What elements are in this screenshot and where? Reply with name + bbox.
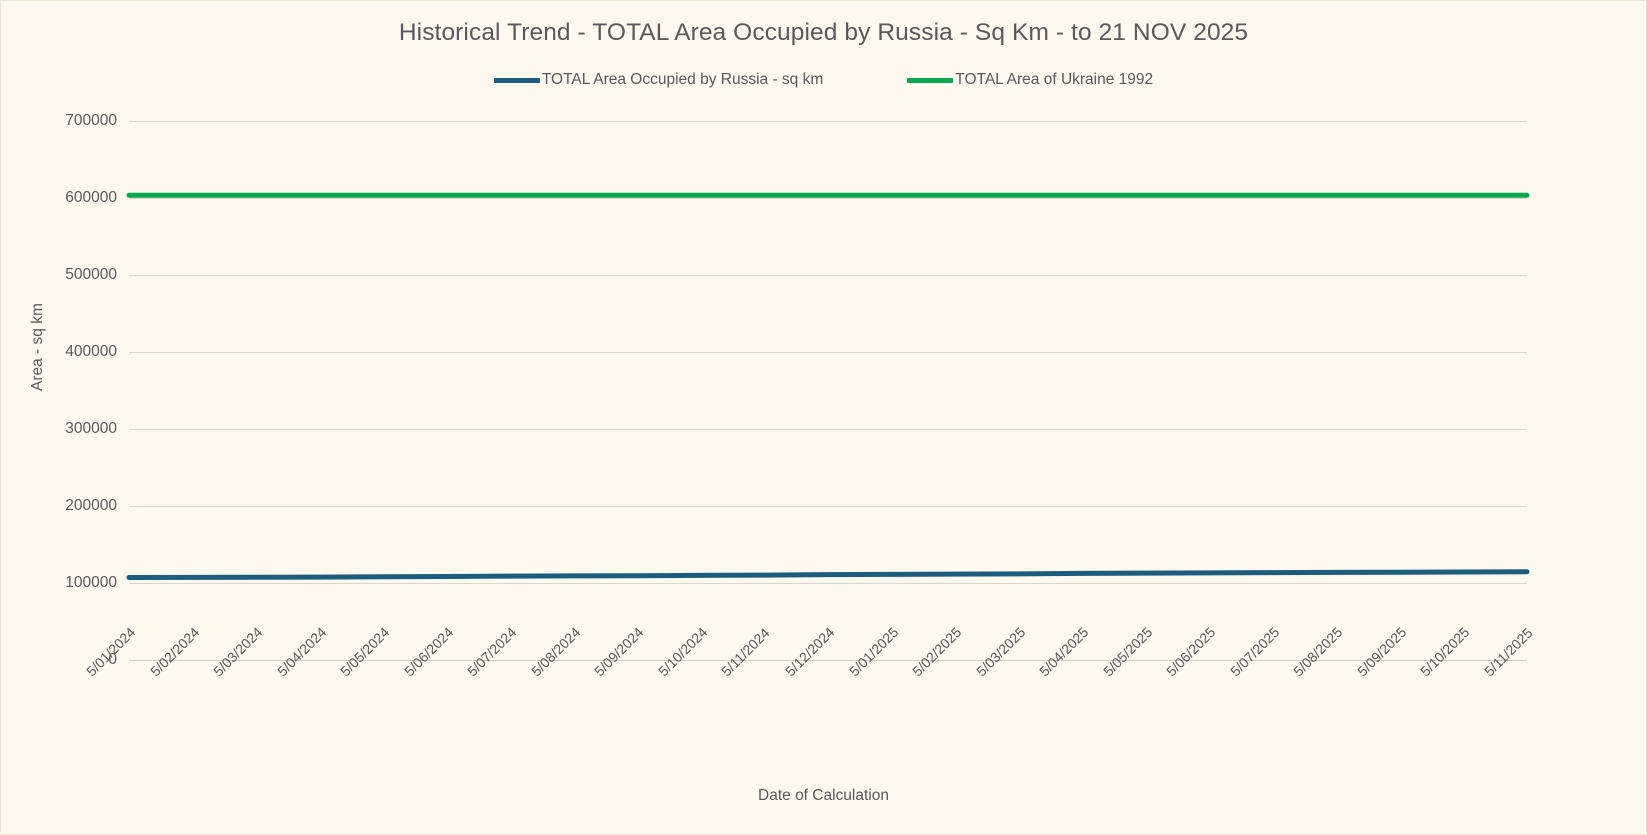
y-tick-label: 100000 bbox=[65, 574, 117, 591]
legend-swatch-ukraine bbox=[907, 77, 954, 83]
y-tick-label: 500000 bbox=[65, 266, 117, 283]
gridline bbox=[129, 583, 1527, 584]
gridline bbox=[129, 506, 1527, 507]
series-lines bbox=[129, 121, 1527, 660]
legend-swatch-russia bbox=[493, 77, 540, 83]
gridline bbox=[129, 275, 1527, 276]
y-tick-label: 700000 bbox=[65, 112, 117, 129]
y-tick-label: 200000 bbox=[65, 497, 117, 514]
y-tick-label: 400000 bbox=[65, 343, 117, 360]
gridline bbox=[129, 352, 1527, 353]
gridline bbox=[129, 429, 1527, 430]
legend-label-ukraine: TOTAL Area of Ukraine 1992 bbox=[955, 71, 1154, 88]
gridline bbox=[129, 121, 1527, 122]
y-tick-label: 600000 bbox=[65, 189, 117, 206]
gridline bbox=[129, 660, 1527, 661]
plot-area bbox=[129, 121, 1527, 661]
chart-title: Historical Trend - TOTAL Area Occupied b… bbox=[398, 19, 1249, 46]
legend-label-russia: TOTAL Area Occupied by Russia - sq km bbox=[541, 71, 824, 88]
chart-legend: TOTAL Area Occupied by Russia - sq km TO… bbox=[1, 71, 1646, 89]
y-tick-label: 300000 bbox=[65, 420, 117, 437]
legend-item-ukraine[interactable]: TOTAL Area of Ukraine 1992 bbox=[907, 71, 1153, 89]
gridline bbox=[129, 198, 1527, 199]
y-tick-label: 0 bbox=[108, 651, 117, 668]
x-axis-title: Date of Calculation bbox=[758, 787, 889, 804]
legend-item-russia[interactable]: TOTAL Area Occupied by Russia - sq km bbox=[493, 71, 824, 89]
series-line-russia bbox=[129, 572, 1527, 578]
